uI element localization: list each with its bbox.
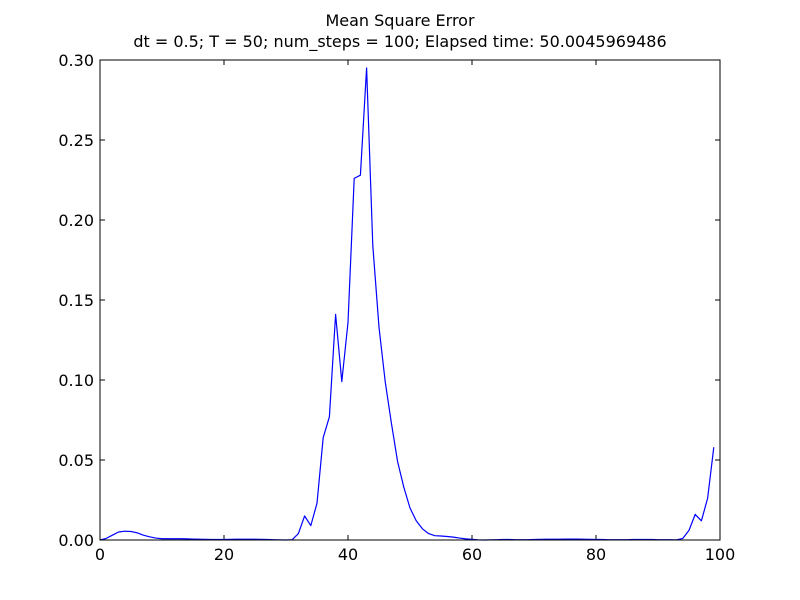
- axis-ticks: 0 20 40 60 80 100 0.00 0.05 0.10 0.15 0.20 0.25 0.30: [58, 51, 735, 564]
- y-tick-label: 0.05: [58, 451, 94, 470]
- y-tick-label: 0.10: [58, 371, 94, 390]
- y-tick-label: 0.00: [58, 531, 94, 550]
- y-tick-label: 0.25: [58, 131, 94, 150]
- chart-title: Mean Square Error: [325, 11, 475, 30]
- x-tick-label: 100: [705, 545, 736, 564]
- x-tick-label: 40: [338, 545, 358, 564]
- y-tick-label: 0.15: [58, 291, 94, 310]
- x-tick-label: 20: [214, 545, 234, 564]
- plot-area-frame: [99, 59, 721, 541]
- chart-subtitle: dt = 0.5; T = 50; num_steps = 100; Elaps…: [133, 32, 666, 52]
- x-tick-label: 60: [462, 545, 482, 564]
- y-tick-label: 0.20: [58, 211, 94, 230]
- x-tick-label: 0: [95, 545, 105, 564]
- x-tick-label: 80: [586, 545, 606, 564]
- y-tick-label: 0.30: [58, 51, 94, 70]
